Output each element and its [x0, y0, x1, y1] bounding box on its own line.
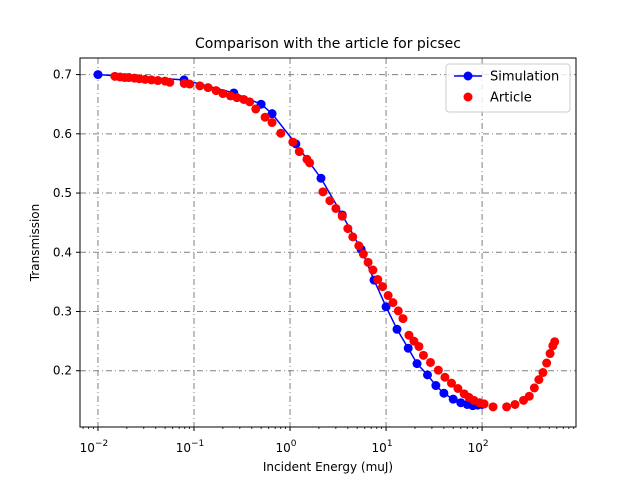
article-point — [267, 118, 277, 128]
simulation-point — [267, 109, 277, 119]
y-tick-label: 0.5 — [53, 186, 72, 200]
plot-frame — [79, 57, 577, 428]
x-tick-label: 100 — [276, 439, 297, 455]
article-point — [502, 402, 512, 412]
article-point — [185, 79, 195, 89]
legend-label: Article — [490, 91, 532, 106]
article-point — [325, 196, 335, 206]
article-point — [440, 372, 450, 382]
article-point — [404, 330, 414, 340]
article-point — [414, 341, 424, 351]
article-point — [203, 83, 213, 93]
simulation-point — [316, 173, 326, 183]
chart-title: Comparison with the article for picsec — [195, 36, 461, 52]
article-point — [305, 158, 315, 168]
axis-ticks: 10−2 10−1 100 101 102 0.2 0.3 0.4 0.5 0.6 0.7 — [53, 68, 575, 455]
article-point — [343, 224, 353, 234]
legend: Simulation Article — [445, 63, 571, 113]
grid — [80, 58, 576, 427]
simulation-point — [403, 343, 413, 353]
article-point — [368, 265, 378, 275]
article-point — [433, 365, 443, 375]
simulation-point — [423, 370, 432, 380]
article-point — [418, 350, 428, 360]
article-point — [245, 97, 255, 107]
article-point — [524, 391, 534, 401]
article-point — [276, 128, 286, 138]
article-point — [294, 147, 304, 157]
y-tick-label: 0.6 — [53, 127, 72, 141]
y-tick-label: 0.2 — [53, 364, 72, 378]
article-point — [218, 89, 228, 99]
article-point — [211, 86, 221, 96]
article-point — [288, 137, 298, 147]
article-point — [354, 241, 364, 251]
x-tick-label: 10−2 — [80, 439, 109, 455]
article-point — [232, 93, 242, 103]
series-article — [110, 71, 560, 412]
article-point — [348, 232, 358, 242]
simulation-point — [392, 324, 402, 334]
y-tick-label: 0.4 — [53, 245, 72, 259]
simulation-point — [381, 302, 391, 312]
legend-item-simulation: Simulation — [454, 70, 559, 85]
article-point — [378, 282, 388, 292]
x-axis-label: Incident Energy (muJ) — [263, 460, 393, 474]
legend-label: Simulation — [490, 70, 559, 85]
article-point — [358, 249, 368, 259]
article-point — [534, 375, 544, 385]
simulation-point — [431, 381, 441, 391]
article-point — [153, 76, 163, 86]
article-point — [388, 298, 398, 308]
article-point — [398, 314, 408, 324]
article-point — [545, 349, 555, 359]
article-point — [488, 402, 498, 412]
article-point — [453, 384, 463, 393]
article-point — [383, 291, 393, 301]
x-tick-label: 102 — [468, 439, 489, 455]
article-point — [373, 275, 383, 285]
article-point — [260, 112, 270, 122]
legend-item-article: Article — [463, 91, 532, 106]
article-point — [479, 399, 489, 409]
y-tick-label: 0.3 — [53, 305, 72, 319]
article-point — [251, 104, 261, 114]
article-point — [165, 77, 175, 87]
article-point — [550, 337, 560, 347]
article-point — [446, 378, 456, 388]
article-point — [529, 383, 539, 393]
simulation-point — [93, 70, 103, 80]
article-point — [195, 81, 205, 91]
simulation-point — [412, 359, 422, 369]
article-point — [425, 357, 435, 367]
y-tick-label: 0.7 — [53, 68, 72, 82]
article-point — [510, 399, 520, 409]
article-point — [318, 187, 328, 197]
plot-series — [93, 70, 560, 412]
simulation-point — [448, 394, 458, 404]
article-point — [337, 211, 347, 221]
legend-marker — [463, 92, 473, 102]
x-tick-label: 101 — [372, 439, 393, 455]
article-point — [542, 358, 552, 368]
article-point — [331, 203, 341, 213]
x-tick-label: 10−1 — [176, 439, 205, 455]
y-axis-label: Transmission — [28, 204, 42, 283]
article-point — [363, 257, 373, 267]
article-point — [538, 368, 548, 378]
article-point — [393, 306, 403, 316]
legend-marker — [463, 71, 473, 81]
simulation-point — [439, 388, 449, 398]
